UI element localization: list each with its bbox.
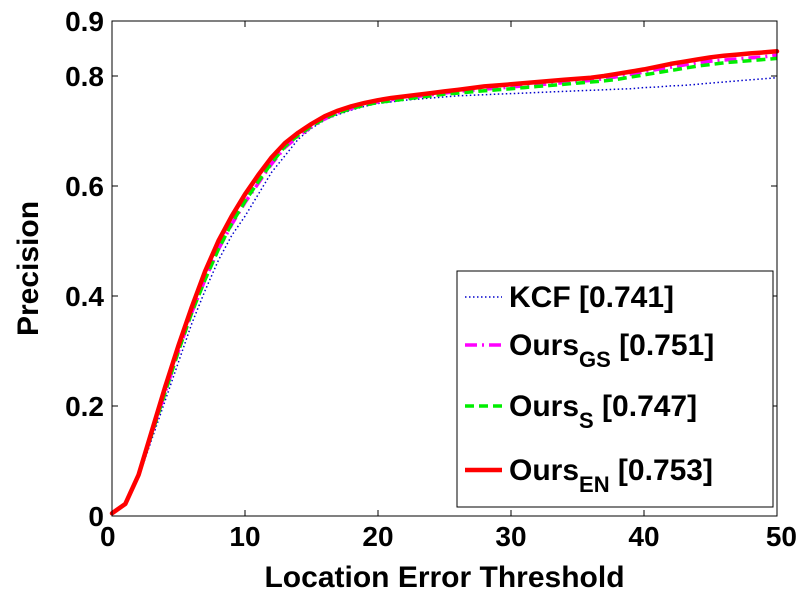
y-tick-label: 0.9 [65,6,104,37]
legend-series-name: KCF [509,281,571,314]
series-line-3 [110,56,778,515]
ticks-layer: 0 10 20 30 40 50 0 0.2 0.4 0.6 0.8 0.9 [65,6,797,552]
y-tick-label: 0.8 [65,61,104,92]
y-tick-label: 0.6 [65,171,104,202]
series-line-1 [111,76,778,514]
y-axis-label: Precision [12,201,45,336]
legend-series-subscript: S [579,408,594,433]
legend-entry: KCF [0.741] [509,281,674,314]
x-tick-label: 0 [100,521,116,552]
legend-series-score: [0.753] [610,454,713,487]
legend-series-name: Ours [509,454,579,487]
legend-series-score: [0.741] [571,281,674,314]
legend-series-subscript: GS [579,347,611,372]
x-tick-label: 30 [495,521,526,552]
legend-box [456,270,774,508]
legend-series-name: Ours [509,329,579,362]
legend-series-name: Ours [509,390,579,423]
x-axis-label: Location Error Threshold [264,561,624,594]
legend-entry: OursS [0.747] [509,390,697,433]
series-line-4 [109,49,780,516]
y-tick-label: 0.4 [65,281,104,312]
legend-entry: OursGS [0.751] [509,329,714,372]
y-tick-label: 0.2 [65,391,104,422]
x-tick-label: 40 [628,521,659,552]
legend-series-subscript: EN [579,472,610,497]
legend-entry: OursEN [0.753] [509,454,713,497]
legend-series-score: [0.747] [594,390,697,423]
legend-series-score: [0.751] [611,329,714,362]
legend: KCF [0.741]OursGS [0.751]OursS [0.747]Ou… [456,270,774,508]
x-tick-label: 20 [362,521,393,552]
series-layer [109,49,780,516]
y-tick-label: 0 [88,501,104,532]
x-tick-label: 10 [229,521,260,552]
x-tick-label: 50 [766,521,797,552]
axes-box [111,20,778,517]
